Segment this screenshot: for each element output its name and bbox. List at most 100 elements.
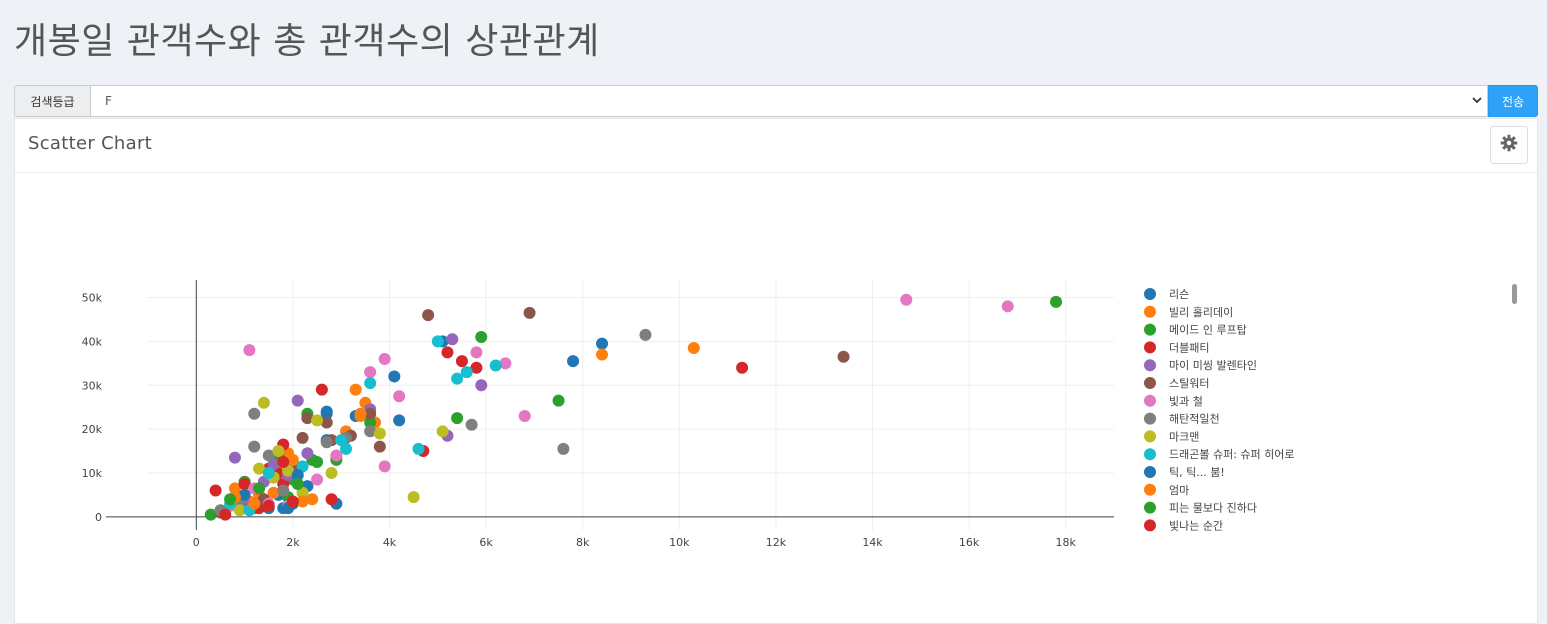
data-point — [837, 350, 850, 363]
data-point — [388, 370, 401, 383]
data-point — [407, 491, 420, 504]
data-point — [325, 466, 338, 479]
legend-marker — [1144, 394, 1156, 407]
legend-marker — [1144, 501, 1156, 514]
data-point — [272, 445, 285, 458]
x-tick-label: 16k — [959, 536, 980, 549]
grade-select[interactable]: F — [90, 85, 1488, 117]
data-point — [267, 486, 280, 499]
data-point — [1001, 300, 1014, 313]
data-point — [475, 331, 488, 344]
x-tick-label: 10k — [669, 536, 690, 549]
settings-button[interactable] — [1490, 126, 1528, 164]
y-tick-label: 0 — [95, 511, 102, 524]
data-point — [470, 361, 483, 374]
data-point — [335, 434, 348, 447]
legend-label: 스틸워터 — [1169, 377, 1209, 390]
legend-marker — [1144, 341, 1156, 354]
data-point — [257, 396, 270, 409]
data-point — [393, 390, 406, 403]
data-point — [393, 414, 406, 427]
data-point — [378, 352, 391, 365]
legend-label: 메이드 인 루프탑 — [1169, 324, 1247, 337]
data-point — [552, 394, 565, 407]
legend-label: 빛나는 순간 — [1169, 519, 1223, 532]
data-point — [204, 508, 217, 521]
x-tick-label: 12k — [766, 536, 787, 549]
data-point — [277, 456, 290, 469]
data-point — [291, 394, 304, 407]
legend-label: 리슨 — [1169, 288, 1189, 301]
y-tick-label: 20k — [82, 423, 103, 436]
data-point — [364, 377, 377, 390]
legend-label: 마크맨 — [1169, 430, 1199, 443]
legend-marker — [1144, 519, 1156, 532]
legend-label: 마이 미씽 발렌타인 — [1169, 359, 1257, 372]
data-point — [364, 416, 377, 429]
data-point — [596, 337, 609, 350]
data-point — [475, 379, 488, 392]
legend-marker — [1144, 359, 1156, 372]
x-tick-label: 14k — [862, 536, 883, 549]
data-point — [238, 477, 251, 490]
legend-scrollbar[interactable] — [1512, 284, 1517, 304]
data-point — [460, 366, 473, 379]
legend-label: 피는 물보다 진하다 — [1169, 501, 1257, 515]
panel-title: Scatter Chart — [28, 133, 153, 154]
data-point — [311, 414, 324, 427]
data-point — [364, 366, 377, 379]
data-point — [296, 486, 309, 499]
data-point — [282, 464, 295, 477]
legend-marker — [1144, 323, 1156, 336]
data-point — [262, 449, 275, 462]
data-point — [596, 348, 609, 361]
data-point — [315, 383, 328, 396]
data-point — [687, 341, 700, 354]
data-point — [228, 451, 241, 464]
gear-icon — [1500, 134, 1518, 156]
legend-label: 엄마 — [1169, 484, 1189, 497]
data-point — [291, 469, 304, 482]
x-tick-label: 8k — [576, 536, 590, 549]
data-point — [209, 484, 222, 497]
data-point — [378, 460, 391, 473]
data-point — [233, 504, 246, 517]
data-point — [296, 431, 309, 444]
data-point — [470, 346, 483, 359]
data-point — [253, 462, 266, 475]
data-point — [489, 359, 502, 372]
grade-select-value: F — [105, 94, 112, 108]
data-point — [311, 456, 324, 469]
data-point — [301, 412, 314, 425]
data-point — [267, 458, 280, 471]
legend-marker — [1144, 377, 1156, 389]
data-point — [451, 372, 464, 385]
x-tick-label: 18k — [1056, 536, 1077, 549]
search-bar: 검색등급 F 전송 — [14, 85, 1538, 117]
data-point — [311, 473, 324, 486]
data-point — [262, 499, 275, 512]
submit-button[interactable]: 전송 — [1488, 85, 1538, 117]
legend-marker — [1144, 305, 1156, 318]
data-point — [262, 466, 275, 479]
legend-label: 드래곤볼 슈퍼: 슈퍼 히어로 — [1169, 447, 1295, 461]
data-point — [422, 309, 435, 322]
data-point — [557, 442, 570, 455]
panel-header: Scatter Chart — [15, 119, 1537, 173]
y-tick-label: 40k — [82, 335, 103, 348]
legend-label: 빌리 홀리데이 — [1169, 306, 1233, 319]
data-point — [286, 495, 299, 508]
legend-marker — [1144, 430, 1156, 443]
data-point — [499, 357, 512, 370]
y-tick-label: 10k — [82, 467, 103, 480]
legend-label: 빛과 철 — [1169, 395, 1203, 408]
data-point — [431, 335, 444, 348]
data-point — [330, 449, 343, 462]
search-grade-label: 검색등급 — [14, 85, 90, 117]
data-point — [340, 442, 353, 455]
data-point — [277, 484, 290, 497]
chevron-down-icon — [1471, 94, 1483, 109]
data-point — [291, 477, 304, 490]
data-point — [306, 493, 319, 506]
data-point — [238, 488, 251, 501]
